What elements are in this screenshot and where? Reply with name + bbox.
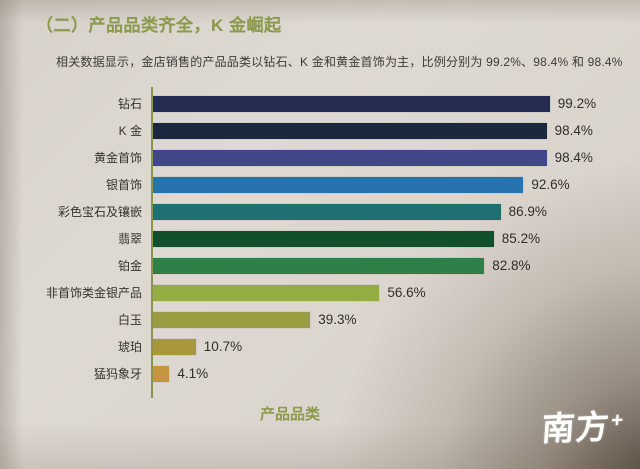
logo-plus-icon: + [610, 408, 626, 432]
chart-row: 琥珀 10.7% [18, 333, 624, 360]
category-label: 黄金首饰 [93, 151, 142, 165]
bar [153, 149, 547, 166]
category-label: 翡翠 [117, 232, 142, 246]
chart-row: 猛犸象牙 4.1% [18, 360, 624, 387]
value-label: 82.8% [492, 258, 531, 273]
category-label: K 金 [118, 124, 142, 138]
bar [153, 311, 311, 328]
page-title: （二）产品品类齐全，K 金崛起 [36, 16, 282, 35]
chart-row: 翡翠 85.2% [18, 225, 624, 252]
page-subtitle: 相关数据显示，金店销售的产品品类以钻石、K 金和黄金首饰为主，比例分别为 99.… [56, 55, 623, 69]
bar [153, 203, 501, 220]
value-label: 98.4% [554, 123, 593, 138]
value-label: 99.2% [557, 96, 597, 111]
chart-row: 白玉 39.3% [18, 306, 624, 333]
bar [153, 176, 524, 193]
bar [153, 230, 494, 247]
nanfang-plus-logo: 南方+ [540, 399, 626, 450]
value-label: 86.9% [508, 204, 547, 219]
x-axis-label: 产品品类 [259, 406, 320, 423]
chart-rows: 钻石 99.2% K 金 98.4% 黄金首饰 98.4% 银首饰 92.6% 彩色宝石及镶嵌 8… [18, 90, 624, 387]
value-label: 4.1% [177, 366, 209, 381]
chart-row: 银首饰 92.6% [18, 171, 624, 198]
category-label: 钻石 [117, 97, 142, 111]
value-label: 39.3% [318, 312, 357, 327]
category-label: 猛犸象牙 [93, 367, 142, 381]
chart-row: 彩色宝石及镶嵌 86.9% [18, 198, 624, 225]
value-label: 85.2% [501, 231, 541, 246]
category-label: 非首饰类金银产品 [45, 286, 142, 300]
chart-row: 非首饰类金银产品 56.6% [18, 279, 624, 306]
category-label: 白玉 [117, 313, 142, 327]
value-label: 92.6% [531, 177, 570, 192]
bar [153, 284, 380, 301]
bar [153, 257, 485, 274]
category-label: 银首饰 [105, 178, 142, 192]
category-label: 琥珀 [117, 340, 142, 354]
bar [153, 122, 547, 139]
category-label: 彩色宝石及镶嵌 [57, 205, 142, 219]
chart-row: K 金 98.4% [18, 117, 624, 144]
bar [153, 338, 196, 355]
chart-row: 铂金 82.8% [18, 252, 624, 279]
category-label: 铂金 [117, 259, 142, 273]
chart-row: 钻石 99.2% [18, 90, 624, 117]
logo-text: 南方 [540, 407, 612, 449]
value-label: 98.4% [554, 150, 593, 165]
bar-chart: 钻石 99.2% K 金 98.4% 黄金首饰 98.4% 银首饰 92.6% 彩色宝石及镶嵌 8… [18, 87, 624, 398]
value-label: 56.6% [387, 285, 426, 300]
chart-row: 黄金首饰 98.4% [18, 144, 624, 171]
value-label: 10.7% [203, 339, 243, 354]
y-axis-line [151, 87, 153, 398]
bar [153, 365, 170, 382]
bar [153, 95, 550, 112]
